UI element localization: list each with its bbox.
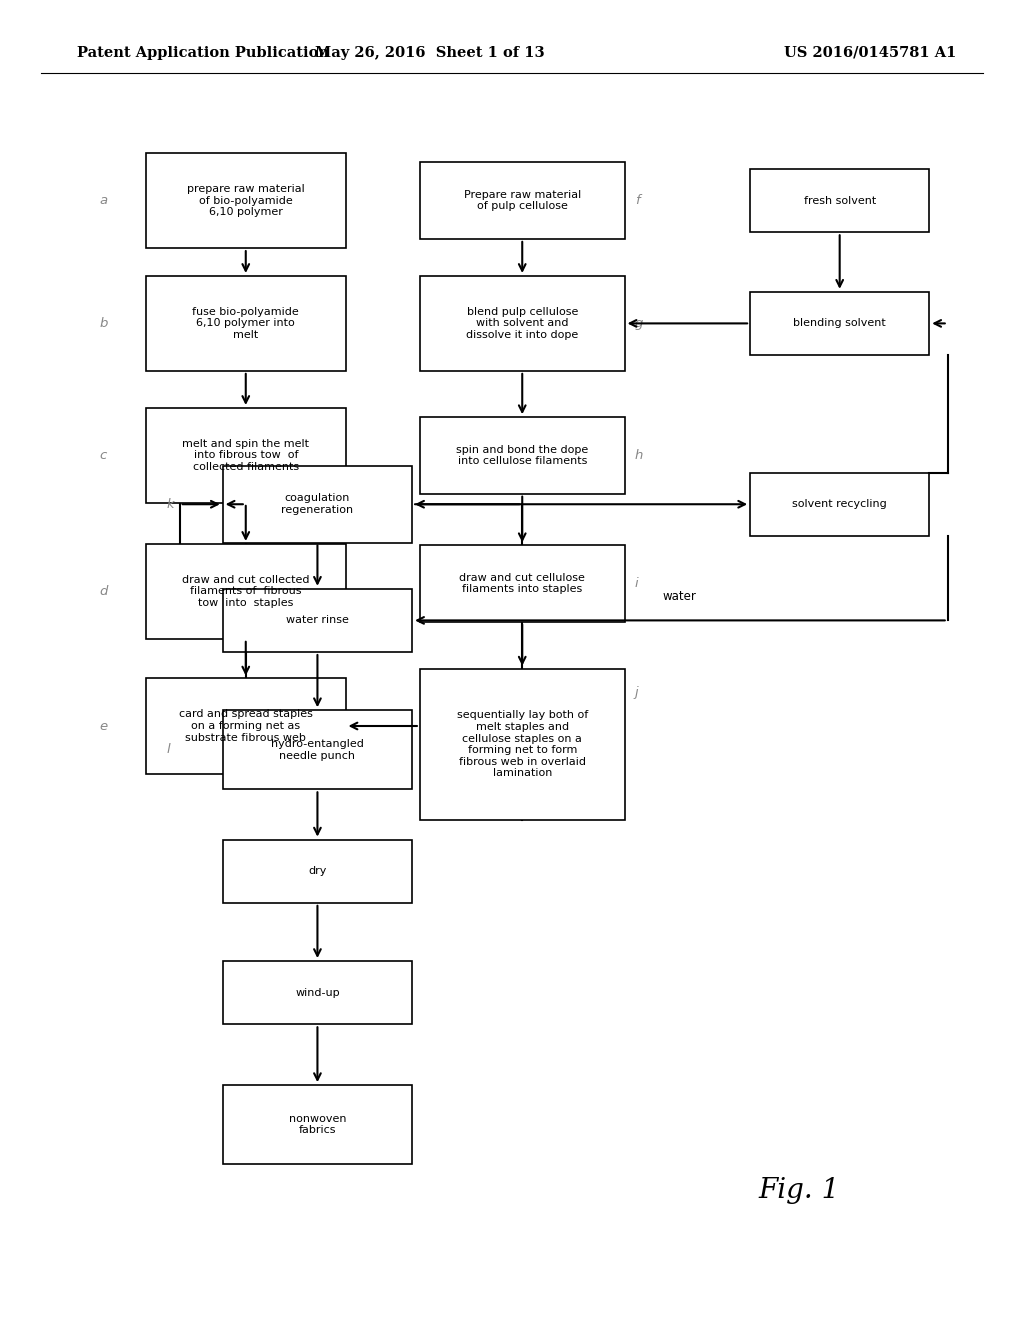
Text: spin and bond the dope
into cellulose filaments: spin and bond the dope into cellulose fi… bbox=[456, 445, 589, 466]
Text: water rinse: water rinse bbox=[286, 615, 349, 626]
Text: fuse bio-polyamide
6,10 polymer into
melt: fuse bio-polyamide 6,10 polymer into mel… bbox=[193, 306, 299, 341]
FancyBboxPatch shape bbox=[420, 276, 625, 371]
Text: h: h bbox=[635, 449, 643, 462]
Text: Patent Application Publication: Patent Application Publication bbox=[77, 46, 329, 59]
Text: a: a bbox=[99, 194, 108, 207]
Text: b: b bbox=[99, 317, 109, 330]
Text: blend pulp cellulose
with solvent and
dissolve it into dope: blend pulp cellulose with solvent and di… bbox=[466, 306, 579, 341]
Text: l: l bbox=[166, 743, 170, 756]
FancyBboxPatch shape bbox=[145, 678, 346, 774]
Text: nonwoven
fabrics: nonwoven fabrics bbox=[289, 1114, 346, 1135]
FancyBboxPatch shape bbox=[223, 840, 412, 903]
Text: card and spread staples
on a forming net as
substrate fibrous web: card and spread staples on a forming net… bbox=[179, 709, 312, 743]
FancyBboxPatch shape bbox=[145, 153, 346, 248]
FancyBboxPatch shape bbox=[223, 1085, 412, 1164]
FancyBboxPatch shape bbox=[420, 162, 625, 239]
Text: draw and cut collected
filaments of  fibrous
tow  into  staples: draw and cut collected filaments of fibr… bbox=[182, 574, 309, 609]
Text: blending solvent: blending solvent bbox=[794, 318, 886, 329]
Text: May 26, 2016  Sheet 1 of 13: May 26, 2016 Sheet 1 of 13 bbox=[315, 46, 545, 59]
Text: d: d bbox=[99, 585, 109, 598]
Text: sequentially lay both of
melt staples and
cellulose staples on a
forming net to : sequentially lay both of melt staples an… bbox=[457, 710, 588, 779]
Text: solvent recycling: solvent recycling bbox=[793, 499, 887, 510]
Text: i: i bbox=[635, 577, 639, 590]
FancyBboxPatch shape bbox=[420, 668, 625, 820]
FancyBboxPatch shape bbox=[420, 417, 625, 494]
Text: e: e bbox=[99, 719, 108, 733]
Text: water: water bbox=[663, 590, 697, 603]
Text: coagulation
regeneration: coagulation regeneration bbox=[282, 494, 353, 515]
Text: draw and cut cellulose
filaments into staples: draw and cut cellulose filaments into st… bbox=[460, 573, 585, 594]
FancyBboxPatch shape bbox=[145, 544, 346, 639]
FancyBboxPatch shape bbox=[145, 408, 346, 503]
Text: dry: dry bbox=[308, 866, 327, 876]
Text: US 2016/0145781 A1: US 2016/0145781 A1 bbox=[784, 46, 956, 59]
Text: c: c bbox=[99, 449, 108, 462]
FancyBboxPatch shape bbox=[223, 589, 412, 652]
Text: f: f bbox=[635, 194, 640, 207]
Text: Fig. 1: Fig. 1 bbox=[758, 1177, 840, 1204]
Text: j: j bbox=[635, 686, 639, 698]
FancyBboxPatch shape bbox=[223, 961, 412, 1024]
Text: wind-up: wind-up bbox=[295, 987, 340, 998]
Text: g: g bbox=[635, 317, 643, 330]
FancyBboxPatch shape bbox=[223, 710, 412, 789]
Text: hydro-entangled
needle punch: hydro-entangled needle punch bbox=[271, 739, 364, 760]
Text: fresh solvent: fresh solvent bbox=[804, 195, 876, 206]
FancyBboxPatch shape bbox=[750, 292, 930, 355]
Text: melt and spin the melt
into fibrous tow  of
collected filaments: melt and spin the melt into fibrous tow … bbox=[182, 438, 309, 473]
Text: k: k bbox=[166, 498, 174, 511]
FancyBboxPatch shape bbox=[750, 169, 930, 232]
FancyBboxPatch shape bbox=[145, 276, 346, 371]
FancyBboxPatch shape bbox=[750, 473, 930, 536]
Text: Prepare raw material
of pulp cellulose: Prepare raw material of pulp cellulose bbox=[464, 190, 581, 211]
FancyBboxPatch shape bbox=[223, 466, 412, 543]
FancyBboxPatch shape bbox=[420, 545, 625, 622]
Text: prepare raw material
of bio-polyamide
6,10 polymer: prepare raw material of bio-polyamide 6,… bbox=[187, 183, 304, 218]
